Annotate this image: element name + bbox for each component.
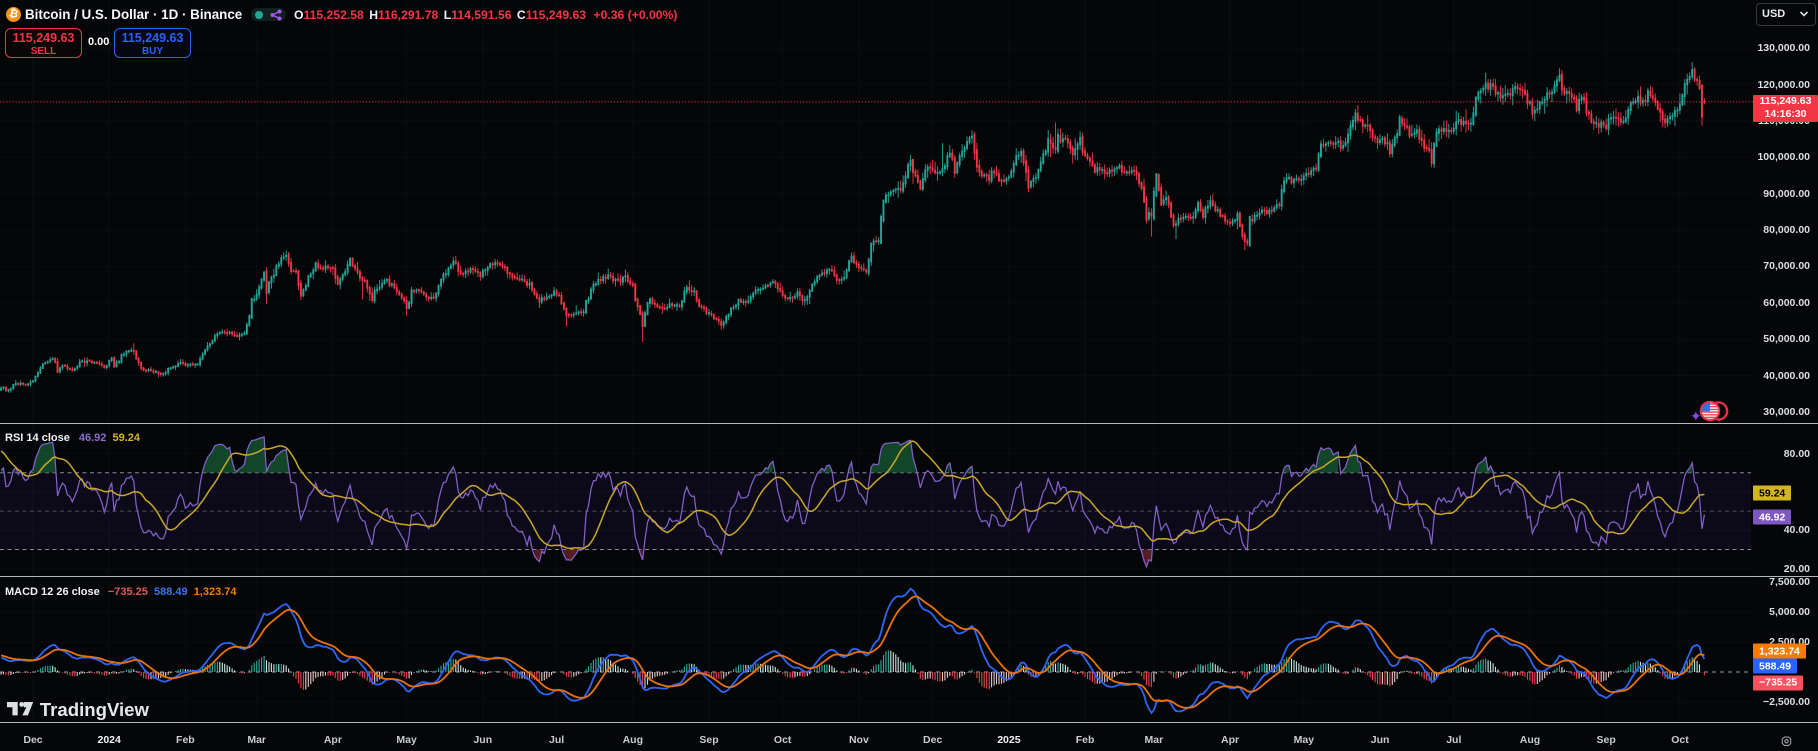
- svg-text:TradingView: TradingView: [40, 702, 150, 720]
